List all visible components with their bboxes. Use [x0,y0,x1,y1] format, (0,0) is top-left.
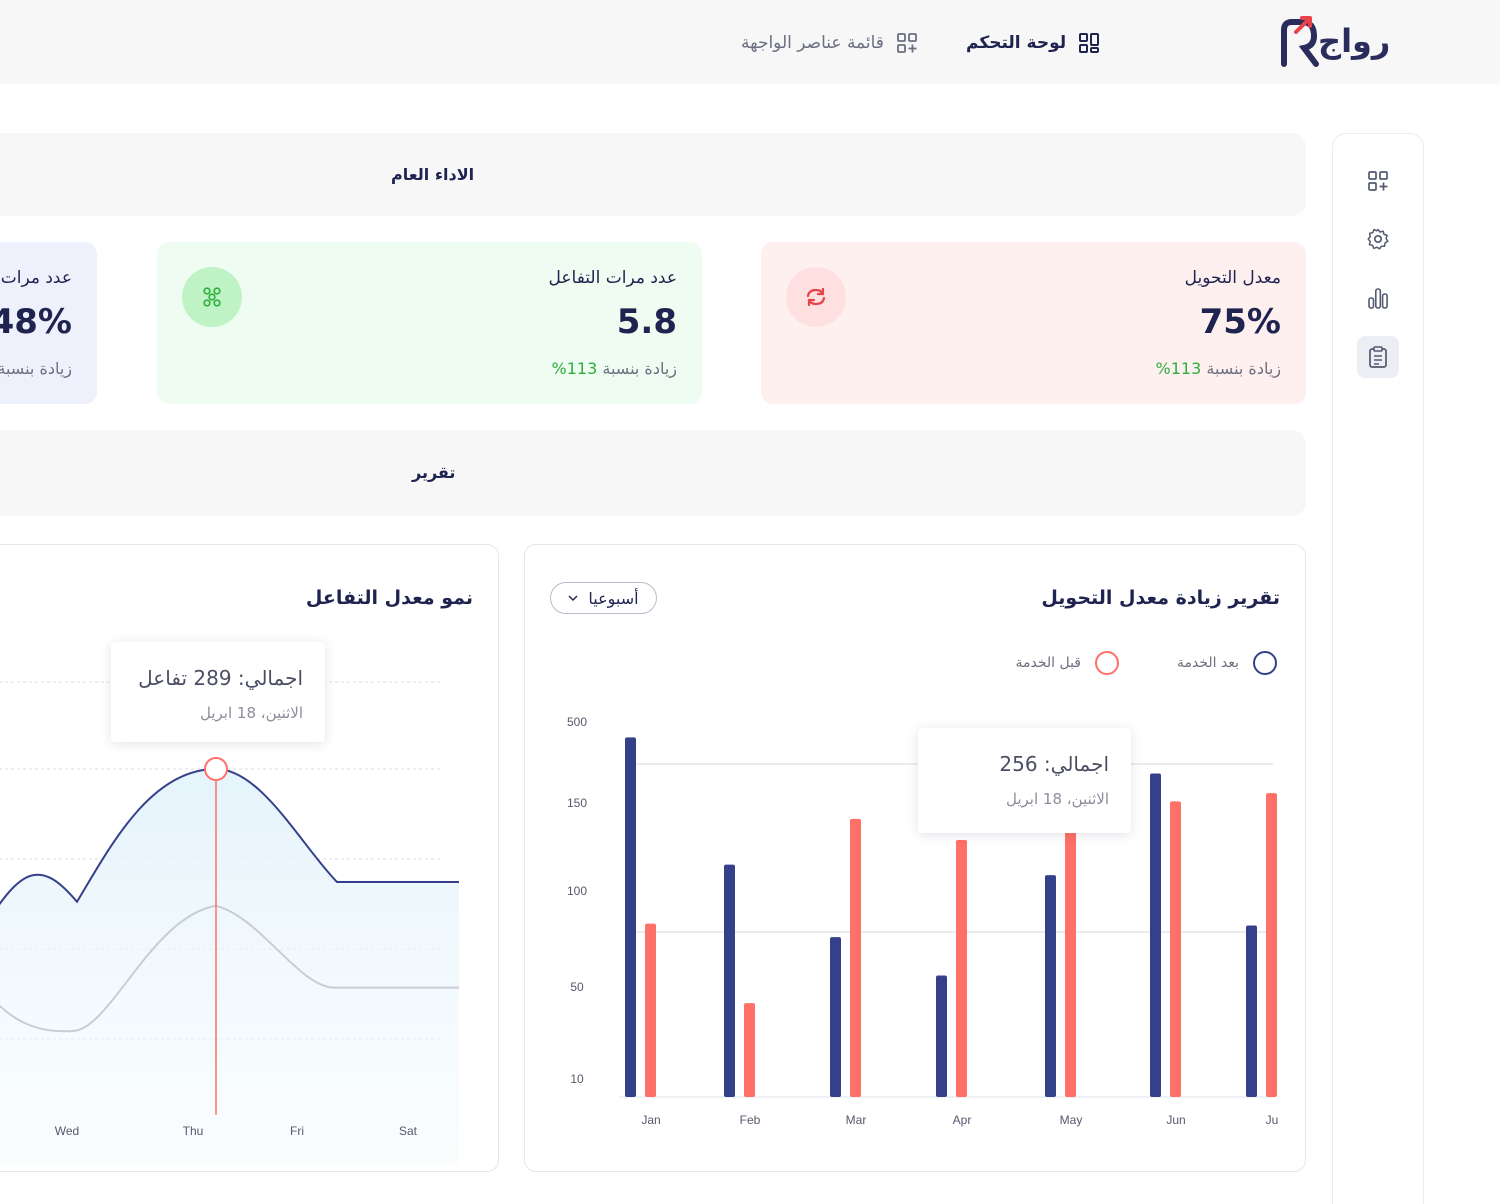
tooltip-total: اجمالي: 289 تفاعل [138,666,303,690]
bar-after-jan [625,737,636,1097]
logo-text: رواج [1318,22,1391,60]
refresh-icon [806,287,826,307]
stat-card-partial: عدد مرات التفاعل 48% زيادة بنسبة [0,242,97,404]
bar-after-apr [936,975,947,1097]
legend-before-marker [1095,651,1119,675]
tooltip-pointer [209,748,223,755]
dashboard-icon [1079,33,1100,53]
stat-icon-circle [786,267,846,327]
bar-before-mar [850,818,861,1097]
sidebar-item-reports[interactable] [1357,336,1399,378]
stat-title: عدد مرات التفاعل [548,268,678,288]
line-area-fill [0,769,459,1165]
x-tick-label: Jan [641,1113,660,1127]
x-tick-label: Apr [953,1113,972,1127]
top-bar: رواج لوحة التحكم قائمة عناصر الواجهة [0,0,1500,84]
nav-dashboard[interactable]: لوحة التحكم [966,28,1100,58]
bar-after-feb [724,864,735,1097]
stat-percent: 113% [551,359,598,378]
period-dropdown[interactable]: أسبوعيا [550,582,657,614]
sidebar-item-add[interactable] [1357,160,1399,202]
nav-ui-elements[interactable]: قائمة عناصر الواجهة [741,28,918,58]
stat-value: 48% [0,302,72,342]
clipboard-icon [1369,346,1387,368]
bar-chart-title: تقرير زيادة معدل التحويل [1041,587,1280,609]
bar-before-jan [645,923,656,1097]
report-section-header: تقرير [0,430,1306,516]
stat-subtext: زيادة بنسبة [0,359,72,378]
line-chart-tooltip: اجمالي: 289 تفاعل الاثنين، 18 ابريل [111,642,325,742]
bar-before-ju [1266,793,1277,1097]
chevron-down-icon [568,595,578,601]
report-title: تقرير [412,463,456,482]
x-tick-label: Feb [740,1113,761,1127]
stat-card-engagement: عدد مرات التفاعل 5.8 زيادة بنسبة 113% [157,242,702,404]
bar-after-may [1045,875,1056,1097]
line-chart-title: نمو معدل التفاعل [305,587,473,609]
stat-card-conversion: معدل التحويل 75% زيادة بنسبة 113% [761,242,1306,404]
bar-before-may [1065,817,1076,1097]
stat-percent: 113% [1155,359,1202,378]
legend-after-label: بعد الخدمة [1177,655,1239,671]
tooltip-date: الاثنين، 18 ابريل [200,704,303,722]
y-tick-label: 150 [567,796,587,810]
x-tick-label: Thu [183,1124,204,1138]
bar-chart-icon [1368,288,1388,309]
x-tick-label: May [1060,1113,1083,1127]
logo-icon [1281,16,1319,67]
network-icon [203,287,221,307]
ui-elements-icon [897,33,917,53]
stat-value: 5.8 [616,302,677,342]
bar-chart-tooltip: اجمالي: 256 الاثنين، 18 ابريل [918,728,1131,833]
tooltip-total: اجمالي: 256 [999,752,1109,776]
legend-before-service[interactable]: قبل الخدمة [1015,651,1119,675]
sidebar [1332,133,1424,1204]
line-chart: Wed Thu Fri Sat [0,681,459,1165]
y-tick-label: 10 [570,1072,584,1086]
period-dropdown-value: أسبوعيا [588,588,639,608]
bar-after-ju [1246,925,1257,1097]
add-grid-icon [1368,171,1388,191]
performance-section-header: الاداء العام [0,133,1306,216]
bar-before-jun [1170,801,1181,1097]
legend-before-label: قبل الخدمة [1015,655,1081,671]
y-tick-label: 100 [567,884,587,898]
legend-after-service[interactable]: بعد الخدمة [1177,651,1277,675]
bar-after-mar [830,937,841,1097]
line-series-main [0,767,459,906]
bar-after-jun [1150,773,1161,1097]
line-series-secondary [0,904,459,1033]
conversion-report-panel: تقرير زيادة معدل التحويل أسبوعيا بعد الخ… [524,544,1306,1172]
sidebar-item-analytics[interactable] [1357,277,1399,319]
nav-ui-elements-label: قائمة عناصر الواجهة [741,33,884,53]
bar-before-apr [956,839,967,1097]
nav-dashboard-label: لوحة التحكم [966,33,1067,53]
bar-before-feb [744,1003,755,1097]
engagement-growth-panel: نمو معدل التفاعل Wed Thu Fri Sat اجمالي: 28… [0,544,499,1172]
legend-after-marker [1253,651,1277,675]
performance-title: الاداء العام [391,165,475,184]
y-tick-label: 500 [567,715,587,729]
bar-chart: 500 150 100 50 10 Jan Feb Mar Apr May Jun Ju [567,715,1279,1127]
gear-icon [1367,228,1389,250]
x-tick-label: Wed [55,1124,79,1138]
stat-subtext: زيادة بنسبة 113% [551,359,677,378]
stat-title: عدد مرات التفاعل [0,268,72,288]
x-tick-label: Mar [846,1113,867,1127]
highlight-point [204,757,228,781]
x-tick-label: Ju [1266,1113,1279,1127]
stat-subtext: زيادة بنسبة 113% [1155,359,1281,378]
x-tick-label: Fri [290,1124,304,1138]
stat-value: 75% [1199,302,1281,342]
stat-title: معدل التحويل [1184,268,1281,288]
sidebar-item-settings[interactable] [1357,218,1399,260]
y-tick-label: 50 [570,980,584,994]
x-tick-label: Sat [399,1124,418,1138]
stat-icon-circle [182,267,242,327]
tooltip-date: الاثنين، 18 ابريل [1006,790,1109,808]
x-tick-label: Jun [1166,1113,1185,1127]
